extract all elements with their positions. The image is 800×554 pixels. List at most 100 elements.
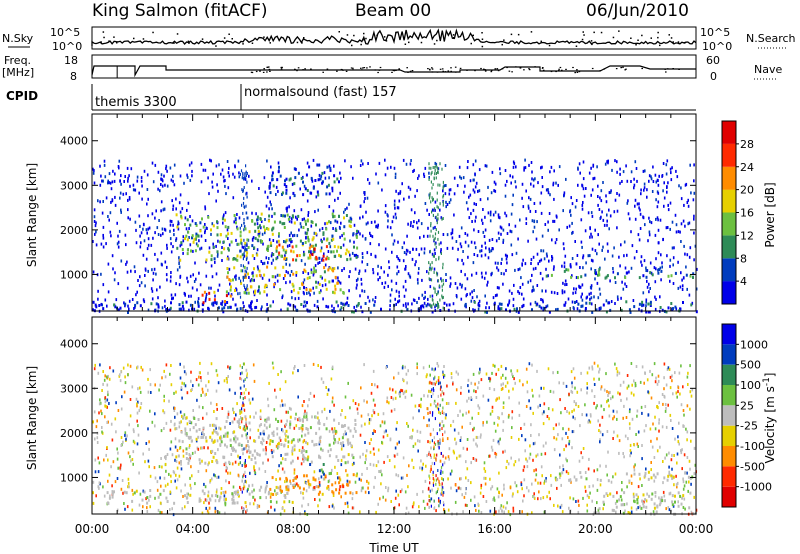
streak-cell [244, 285, 246, 289]
scatter-cell [389, 387, 391, 391]
scatter-cell [508, 223, 510, 227]
scatter-cell [198, 271, 200, 275]
scatter-cell [127, 373, 129, 377]
scatter-cell [498, 216, 501, 220]
scatter-cell [571, 446, 573, 450]
scatter-cell [593, 511, 595, 515]
scatter-cell [298, 438, 301, 442]
scatter-cell [412, 247, 414, 251]
scatter-cell [591, 365, 593, 369]
scatter-cell [290, 240, 292, 244]
scatter-cell [200, 393, 202, 397]
scatter-cell [204, 393, 206, 397]
scatter-cell [685, 273, 688, 277]
scatter-cell [480, 271, 483, 275]
scatter-cell [163, 207, 166, 211]
scatter-cell [325, 245, 328, 249]
scatter-cell [300, 491, 302, 495]
scatter-cell [481, 221, 484, 225]
scatter-cell [285, 434, 287, 438]
scatter-cell [445, 273, 447, 276]
scatter-cell [344, 461, 347, 465]
scatter-cell [665, 425, 668, 429]
scatter-cell [377, 223, 379, 227]
scatter-cell [362, 215, 364, 219]
scatter-cell [320, 475, 323, 479]
colorbar-swatch [722, 212, 736, 236]
scatter-cell [653, 456, 656, 459]
scatter-cell [559, 476, 561, 480]
scatter-cell [191, 219, 194, 223]
scatter-cell [616, 370, 619, 374]
scatter-cell [172, 223, 174, 227]
scatter-cell [227, 412, 230, 416]
scatter-cell [461, 283, 463, 287]
nsearch-dot [102, 31, 105, 33]
scatter-cell [658, 268, 660, 272]
scatter-cell [309, 253, 311, 257]
scatter-cell [276, 432, 279, 436]
scatter-cell [646, 492, 648, 496]
streak-cell [432, 197, 434, 201]
scatter-cell [122, 491, 124, 495]
nsearch-dot [133, 37, 135, 40]
scatter-cell [598, 273, 601, 277]
scatter-cell [465, 487, 467, 491]
scatter-cell [169, 229, 171, 233]
scatter-cell [151, 297, 154, 301]
streak-cell [245, 174, 247, 178]
scatter-cell [180, 462, 182, 466]
scatter-cell [164, 260, 167, 264]
scatter-cell [606, 494, 609, 497]
scatter-cell [412, 224, 414, 228]
scatter-cell [209, 479, 212, 483]
scatter-cell [245, 191, 248, 195]
scatter-cell [407, 485, 409, 489]
scatter-cell [363, 399, 365, 403]
scatter-cell [248, 230, 251, 234]
scatter-cell [94, 363, 96, 367]
scatter-cell [362, 486, 364, 490]
scatter-cell [226, 275, 229, 279]
scatter-cell [294, 484, 296, 488]
scatter-cell [345, 214, 348, 217]
scatter-cell [278, 464, 280, 468]
scatter-cell [127, 179, 129, 183]
scatter-cell [622, 170, 625, 174]
scatter-cell [448, 192, 451, 196]
scatter-cell [292, 234, 294, 238]
scatter-cell [366, 400, 368, 404]
scatter-cell [136, 404, 138, 408]
nave-dot [398, 68, 400, 70]
scatter-cell [193, 280, 196, 283]
scatter-cell [137, 400, 139, 404]
scatter-cell [512, 387, 514, 391]
scatter-cell [170, 383, 173, 387]
scatter-cell [468, 389, 470, 393]
scatter-cell [340, 246, 342, 250]
scatter-cell [370, 220, 373, 224]
scatter-cell [424, 290, 426, 294]
scatter-cell [609, 390, 611, 394]
scatter-cell [385, 366, 387, 370]
scatter-cell [246, 251, 249, 255]
nave-dot [361, 69, 363, 71]
scatter-cell [278, 243, 281, 247]
scatter-cell [298, 416, 301, 420]
nave-dot [672, 68, 674, 70]
scatter-cell [329, 409, 331, 413]
scatter-cell [681, 288, 684, 291]
scatter-cell [545, 267, 547, 271]
scatter-cell [444, 164, 447, 167]
scatter-cell [478, 168, 481, 172]
scatter-cell [253, 415, 255, 419]
scatter-cell [244, 227, 247, 231]
scatter-cell [563, 247, 565, 251]
scatter-cell [291, 182, 294, 186]
scatter-cell [363, 363, 365, 367]
scatter-cell [186, 276, 188, 280]
scatter-cell [512, 193, 514, 197]
scatter-cell [596, 404, 598, 408]
scatter-cell [360, 159, 363, 163]
streak-cell [431, 186, 433, 190]
